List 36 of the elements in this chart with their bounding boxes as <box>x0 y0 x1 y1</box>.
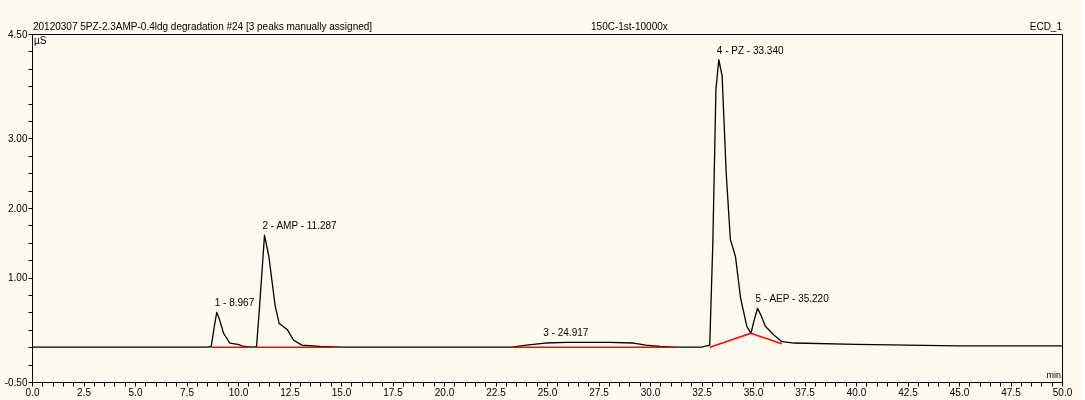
x-tick-label: 0.0 <box>25 386 40 398</box>
x-tick-label: 40.0 <box>846 386 867 398</box>
y-tick-label: 1.00 <box>8 272 28 284</box>
x-tick-label: 25.0 <box>537 386 558 398</box>
x-tick-label: 17.5 <box>383 386 404 398</box>
x-tick-label: 27.5 <box>589 386 610 398</box>
x-tick-label: 30.0 <box>640 386 661 398</box>
x-axis-title: min <box>1046 370 1061 380</box>
x-tick-label: 50.0 <box>1052 386 1073 398</box>
y-tick-label: -0.50 <box>4 376 28 388</box>
x-tick-label: 10.0 <box>228 386 249 398</box>
y-tick-label: 3.00 <box>8 132 28 144</box>
text: ECD_1 <box>1029 21 1063 32</box>
x-tick-label: 32.5 <box>692 386 713 398</box>
x-tick-label: 47.5 <box>1001 386 1022 398</box>
x-tick-label: 20.0 <box>434 386 455 398</box>
y-tick-label: 2.00 <box>8 202 28 214</box>
annotation: 5 - AEP - 35.220 <box>755 293 830 305</box>
chart-title: 20120307 5PZ-2.3AMP-0.4ldg degradation #24 [3 peaks manually assigned] <box>33 21 373 32</box>
annotation: 1 - 8.967 <box>214 297 255 309</box>
y-axis-title: µS <box>34 35 47 46</box>
annotation: 2 - AMP - 11.287 <box>262 220 338 232</box>
x-tick-label: 15.0 <box>331 386 352 398</box>
annotation: 3 - 24.917 <box>543 327 589 339</box>
x-tick-label: 42.5 <box>898 386 919 398</box>
text: 150C-1st-10000x <box>591 21 668 32</box>
x-tick-label: 22.5 <box>486 386 507 398</box>
x-tick-label: 2.5 <box>77 386 92 398</box>
y-tick-label: 4.50 <box>8 28 28 40</box>
x-tick-label: 35.0 <box>743 386 764 398</box>
x-tick-label: 45.0 <box>949 386 970 398</box>
x-tick-label: 5.0 <box>128 386 143 398</box>
x-tick-label: 7.5 <box>180 386 195 398</box>
x-tick-label: 37.5 <box>795 386 816 398</box>
x-tick-label: 12.5 <box>280 386 301 398</box>
annotation: 4 - PZ - 33.340 <box>716 44 784 56</box>
